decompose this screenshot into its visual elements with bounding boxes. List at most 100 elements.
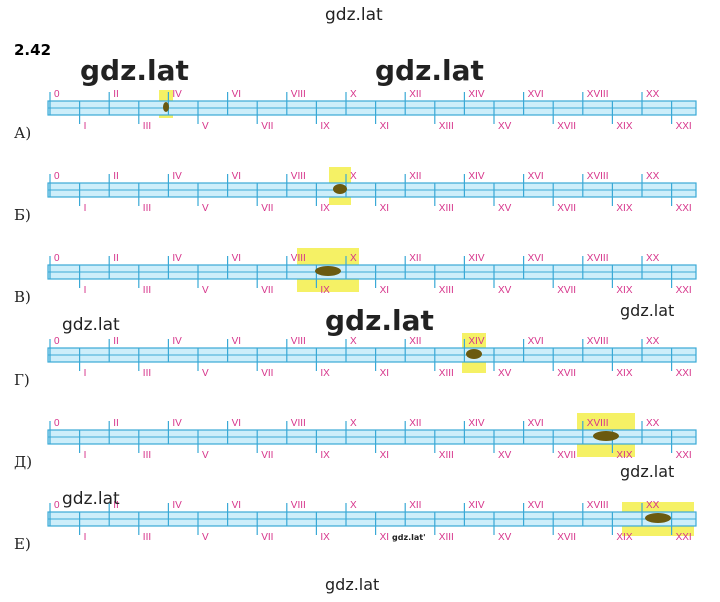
bottom-label: IX bbox=[320, 368, 330, 379]
bottom-label: VII bbox=[261, 285, 273, 296]
top-label: II bbox=[113, 89, 119, 100]
bottom-label: I bbox=[84, 368, 87, 379]
top-label: X bbox=[350, 336, 357, 347]
top-label: II bbox=[113, 418, 119, 429]
bottom-label: VII bbox=[261, 121, 273, 132]
bottom-label: IX bbox=[320, 285, 330, 296]
top-label: XX bbox=[646, 500, 660, 511]
top-label: VIII bbox=[291, 89, 306, 100]
bottom-label: XI bbox=[380, 285, 389, 296]
top-label: IV bbox=[172, 89, 182, 100]
bottom-label: III bbox=[143, 203, 151, 214]
top-label: 0 bbox=[54, 89, 60, 100]
bottom-label: V bbox=[202, 285, 209, 296]
top-label: XVIII bbox=[587, 336, 609, 347]
bottom-label: XI bbox=[380, 121, 389, 132]
top-label: VI bbox=[232, 89, 241, 100]
bottom-label: IX bbox=[320, 203, 330, 214]
bottom-label: IX bbox=[320, 121, 330, 132]
watermark: gdz.lat bbox=[325, 304, 434, 337]
bottom-label: XIII bbox=[439, 121, 454, 132]
watermark: gdz.lat bbox=[620, 462, 674, 481]
bottom-label: V bbox=[202, 532, 209, 543]
top-label: II bbox=[113, 171, 119, 182]
top-label: XIV bbox=[468, 418, 484, 429]
top-label: XX bbox=[646, 171, 660, 182]
bottom-label: XI bbox=[380, 368, 389, 379]
row-label: Е) bbox=[14, 535, 31, 553]
bottom-label: XVII bbox=[557, 450, 576, 461]
bottom-label: XI bbox=[380, 203, 389, 214]
top-label: IV bbox=[172, 253, 182, 264]
top-label: 0 bbox=[54, 336, 60, 347]
bottom-label: V bbox=[202, 450, 209, 461]
bottom-label: XXI bbox=[676, 532, 692, 543]
top-label: XVIII bbox=[587, 89, 609, 100]
bottom-label: VII bbox=[261, 368, 273, 379]
bottom-label: IX bbox=[320, 532, 330, 543]
top-label: VI bbox=[232, 418, 241, 429]
top-label: XVI bbox=[528, 336, 544, 347]
marker bbox=[315, 266, 341, 276]
bottom-label: XVII bbox=[557, 285, 576, 296]
row-label: В) bbox=[14, 288, 31, 306]
bottom-label: V bbox=[202, 368, 209, 379]
top-label: XII bbox=[409, 500, 421, 511]
marker bbox=[593, 431, 619, 441]
top-label: IV bbox=[172, 418, 182, 429]
bottom-label: XV bbox=[498, 450, 512, 461]
top-label: XIV bbox=[468, 171, 484, 182]
bottom-label: XIII bbox=[439, 285, 454, 296]
top-label: XX bbox=[646, 253, 660, 264]
top-label: XIV bbox=[468, 89, 484, 100]
top-label: VIII bbox=[291, 418, 306, 429]
bottom-label: XV bbox=[498, 532, 512, 543]
top-label: XII bbox=[409, 253, 421, 264]
bottom-label: XVII bbox=[557, 203, 576, 214]
bottom-label: XXI bbox=[676, 203, 692, 214]
marker bbox=[333, 184, 347, 194]
bottom-label: XXI bbox=[676, 450, 692, 461]
top-label: VIII bbox=[291, 336, 306, 347]
top-label: VI bbox=[232, 253, 241, 264]
top-label: VI bbox=[232, 336, 241, 347]
bottom-label: I bbox=[84, 121, 87, 132]
bottom-label: XV bbox=[498, 121, 512, 132]
watermark: gdz.lat bbox=[62, 315, 120, 335]
bottom-label: VII bbox=[261, 532, 273, 543]
top-label: 0 bbox=[54, 500, 60, 511]
bottom-label: XIII bbox=[439, 203, 454, 214]
bottom-label: I bbox=[84, 450, 87, 461]
bottom-label: XIX bbox=[616, 203, 632, 214]
bottom-label: XV bbox=[498, 203, 512, 214]
bottom-label: V bbox=[202, 121, 209, 132]
watermark: gdz.lat bbox=[62, 489, 120, 509]
watermark: gdz.lat bbox=[375, 54, 484, 87]
top-label: XIV bbox=[468, 253, 484, 264]
bottom-label: XXI bbox=[676, 368, 692, 379]
top-label: VIII bbox=[291, 500, 306, 511]
row-label: Д) bbox=[14, 453, 32, 471]
bottom-label: XV bbox=[498, 285, 512, 296]
watermark: gdz.lat bbox=[80, 54, 189, 87]
top-label: XII bbox=[409, 89, 421, 100]
top-label: II bbox=[113, 336, 119, 347]
bottom-label: XVII bbox=[557, 532, 576, 543]
bottom-label: III bbox=[143, 532, 151, 543]
bottom-label: IX bbox=[320, 450, 330, 461]
bottom-label: XVII bbox=[557, 121, 576, 132]
top-label: XVIII bbox=[587, 253, 609, 264]
top-label: XVIII bbox=[587, 500, 609, 511]
bottom-label: V bbox=[202, 203, 209, 214]
bottom-label: XIX bbox=[616, 121, 632, 132]
top-label: XII bbox=[409, 418, 421, 429]
bottom-label: XIII bbox=[439, 368, 454, 379]
top-label: XVI bbox=[528, 418, 544, 429]
bottom-label: III bbox=[143, 285, 151, 296]
top-label: XIV bbox=[468, 336, 484, 347]
bottom-label: I bbox=[84, 203, 87, 214]
top-label: IV bbox=[172, 336, 182, 347]
bottom-label: XIX bbox=[616, 532, 632, 543]
bottom-label: XIII bbox=[439, 450, 454, 461]
